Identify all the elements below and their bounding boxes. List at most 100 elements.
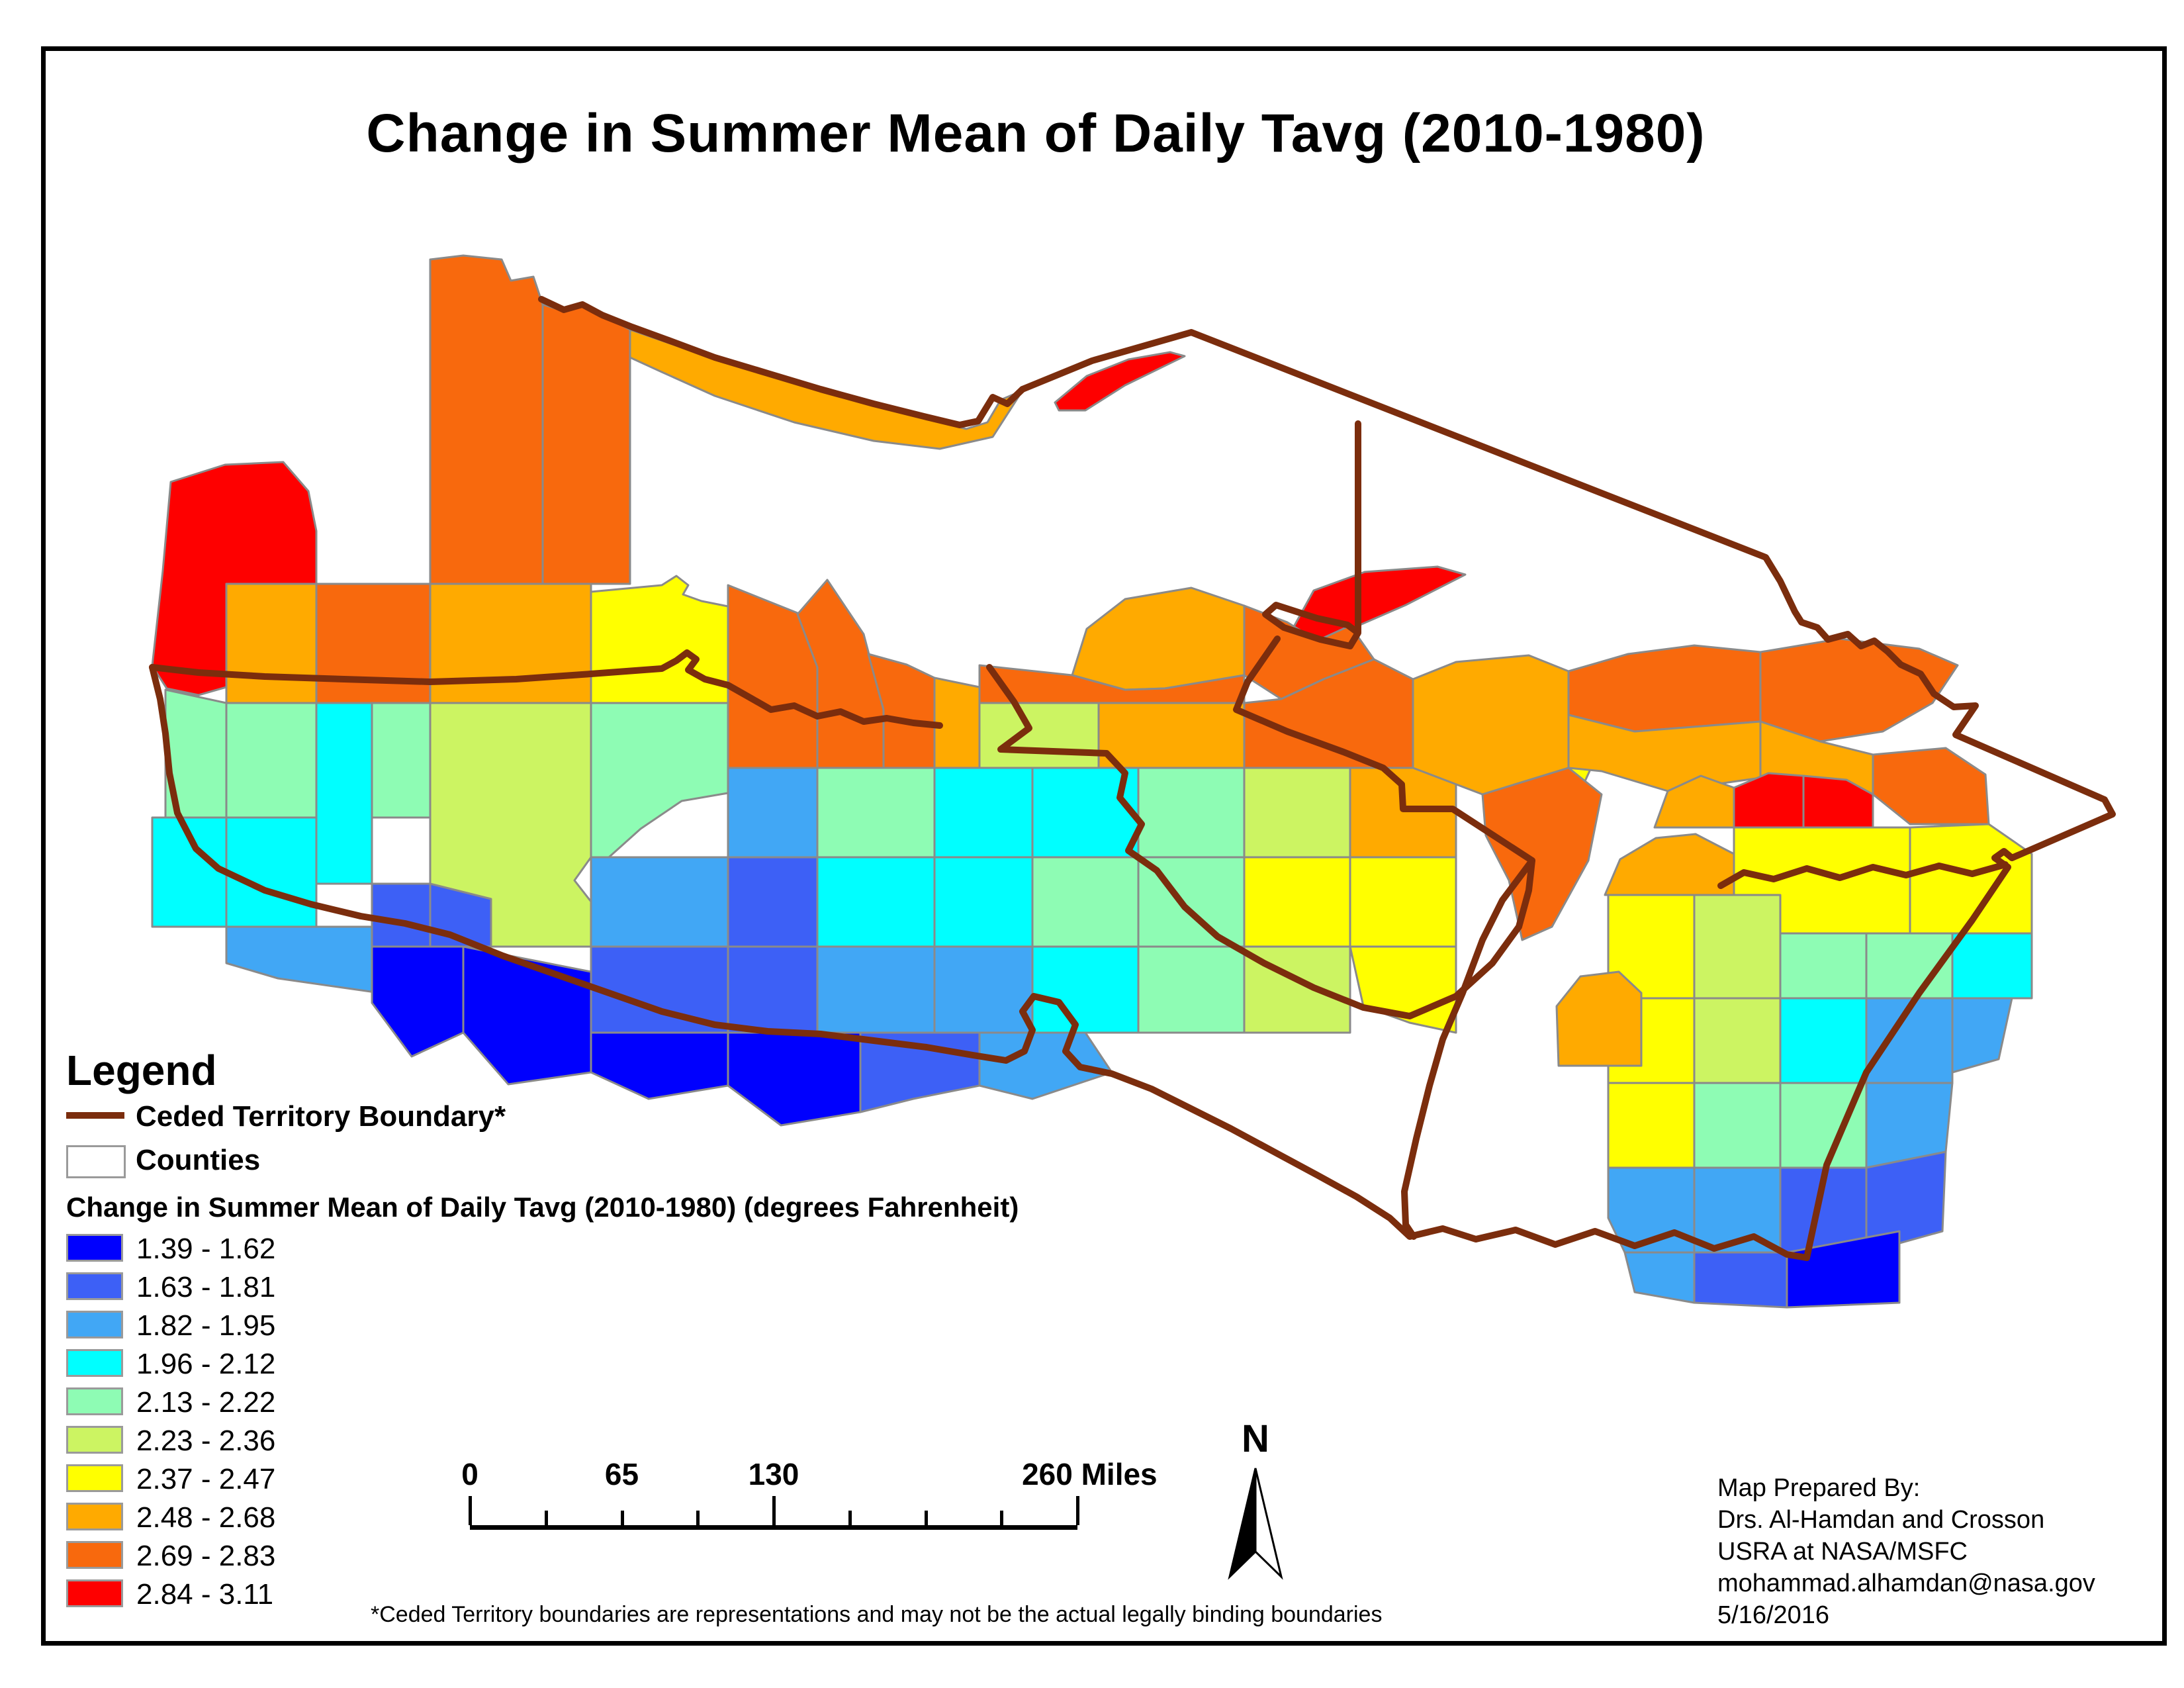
county-polygon bbox=[1097, 702, 1246, 769]
scale-bar-label: 260 Miles bbox=[1022, 1457, 1158, 1491]
county-polygon bbox=[1054, 351, 1186, 412]
county-polygon bbox=[933, 856, 1034, 948]
county-polygon bbox=[315, 583, 432, 704]
county-polygon bbox=[1607, 1082, 1696, 1169]
legend-class-swatch bbox=[66, 1387, 123, 1415]
ceded-territory-boundary-symbol bbox=[66, 1112, 124, 1119]
county-polygon bbox=[1137, 767, 1246, 859]
scale-bar-label: 130 bbox=[748, 1457, 799, 1491]
county-polygon bbox=[1872, 747, 1990, 825]
county-polygon bbox=[1031, 856, 1140, 948]
legend-class-row: 2.84 - 3.11 bbox=[66, 1575, 529, 1614]
scale-bar-tick bbox=[696, 1511, 700, 1525]
legend-class-swatch bbox=[66, 1234, 123, 1262]
county-polygon bbox=[1653, 774, 1735, 829]
ceded-territory-boundary-line bbox=[986, 664, 1535, 1019]
ceded-territory-boundary-line bbox=[1233, 635, 1535, 1240]
counties-label: Counties bbox=[136, 1144, 261, 1176]
county-polygon bbox=[429, 254, 544, 585]
county-polygon bbox=[371, 702, 432, 819]
county-polygon bbox=[1349, 945, 1457, 1034]
ceded-territory-boundary-label: Ceded Territory Boundary* bbox=[136, 1100, 506, 1133]
legend-class-range: 1.82 - 1.95 bbox=[136, 1309, 276, 1342]
ceded-territory-boundary-line bbox=[149, 664, 1810, 1261]
legend-class-range: 1.63 - 1.81 bbox=[136, 1271, 276, 1303]
county-polygon bbox=[727, 767, 819, 859]
county-polygon bbox=[1951, 997, 2013, 1074]
legend-class-range: 2.84 - 3.11 bbox=[136, 1578, 274, 1611]
county-polygon bbox=[933, 767, 1034, 859]
county-polygon bbox=[1693, 894, 1782, 1000]
county-polygon bbox=[371, 882, 432, 948]
scale-bar-labels: 0 65 130 260 Miles bbox=[461, 1456, 1157, 1491]
county-polygon bbox=[1693, 1251, 1788, 1309]
legend-class-list: 1.39 - 1.62 1.63 - 1.81 1.82 - 1.95 1.96 - … bbox=[66, 1230, 529, 1614]
county-polygon bbox=[727, 1031, 862, 1127]
county-polygon bbox=[1349, 856, 1457, 948]
page-title: Change in Summer Mean of Daily Tavg (201… bbox=[366, 103, 1706, 164]
ceded-territory-boundary-line bbox=[149, 649, 943, 729]
scale-bar-tick bbox=[544, 1511, 548, 1525]
county-polygon bbox=[225, 583, 318, 704]
scale-bar-tick bbox=[924, 1511, 928, 1525]
county-polygon bbox=[1071, 586, 1246, 691]
legend-class-row: 1.39 - 1.62 bbox=[66, 1230, 529, 1268]
legend-class-range: 1.39 - 1.62 bbox=[136, 1233, 276, 1265]
county-polygon bbox=[1555, 970, 1643, 1067]
map-border-frame bbox=[41, 46, 2167, 1646]
county-polygon bbox=[1865, 1150, 1947, 1254]
legend-class-row: 1.63 - 1.81 bbox=[66, 1268, 529, 1307]
credits-line: Drs. Al-Hamdan and Crosson bbox=[1717, 1506, 2045, 1534]
legend-class-row: 1.82 - 1.95 bbox=[66, 1307, 529, 1345]
legend-class-row: 2.69 - 2.83 bbox=[66, 1537, 529, 1575]
county-polygon bbox=[541, 303, 631, 585]
legend-class-range: 1.96 - 2.12 bbox=[136, 1348, 276, 1380]
north-arrow-icon bbox=[1228, 1468, 1283, 1580]
legend-class-range: 2.13 - 2.22 bbox=[136, 1386, 276, 1419]
scale-bar-tick bbox=[620, 1511, 624, 1525]
scale-bar-tick bbox=[772, 1496, 776, 1525]
ceded-territory-boundary-line bbox=[1019, 329, 2116, 1261]
legend-class-swatch bbox=[66, 1503, 123, 1530]
county-polygon bbox=[727, 856, 819, 948]
county-polygon bbox=[816, 945, 936, 1034]
scale-bar-tick bbox=[1076, 1496, 1079, 1525]
north-arrow: N bbox=[1224, 1417, 1287, 1589]
county-polygon bbox=[1031, 945, 1140, 1034]
county-polygon bbox=[1567, 644, 1762, 733]
county-polygon bbox=[816, 767, 936, 859]
county-polygon bbox=[590, 856, 729, 948]
ceded-territory-boundary-line bbox=[538, 296, 1026, 428]
county-polygon bbox=[1951, 932, 2033, 1000]
credits-line: 5/16/2016 bbox=[1717, 1601, 1830, 1629]
county-polygon bbox=[1137, 945, 1246, 1034]
legend-class-swatch bbox=[66, 1579, 123, 1607]
county-polygon bbox=[1693, 997, 1782, 1084]
county-polygon bbox=[1693, 1082, 1782, 1169]
county-polygon bbox=[727, 945, 819, 1034]
county-polygon bbox=[978, 1031, 1113, 1100]
county-polygon bbox=[429, 583, 592, 704]
county-polygon bbox=[1291, 565, 1467, 647]
county-polygon bbox=[1243, 658, 1414, 769]
legend-class-range: 2.23 - 2.36 bbox=[136, 1425, 276, 1457]
legend-class-row: 1.96 - 2.12 bbox=[66, 1345, 529, 1383]
scale-bar-ticks bbox=[469, 1493, 1079, 1530]
scale-bar: 0 65 130 260 Miles bbox=[461, 1456, 1158, 1530]
county-polygon bbox=[1243, 767, 1351, 859]
legend-class-swatch bbox=[66, 1426, 123, 1454]
county-polygon bbox=[590, 575, 729, 704]
footnote: *Ceded Territory boundaries are represen… bbox=[371, 1602, 1383, 1627]
county-polygon bbox=[816, 856, 936, 948]
legend-heading: Legend bbox=[66, 1047, 217, 1094]
credits-line: mohammad.alhamdan@nasa.gov bbox=[1717, 1570, 2095, 1597]
legend-class-swatch bbox=[66, 1272, 123, 1300]
scale-bar-tick bbox=[848, 1511, 852, 1525]
legend-layer-title: Change in Summer Mean of Daily Tavg (201… bbox=[66, 1192, 1019, 1223]
county-polygon bbox=[225, 816, 318, 928]
scale-bar-tick bbox=[1000, 1511, 1004, 1525]
county-polygon bbox=[1623, 1251, 1696, 1304]
county-polygon bbox=[1779, 997, 1868, 1084]
credits-line: USRA at NASA/MSFC bbox=[1717, 1538, 1968, 1566]
